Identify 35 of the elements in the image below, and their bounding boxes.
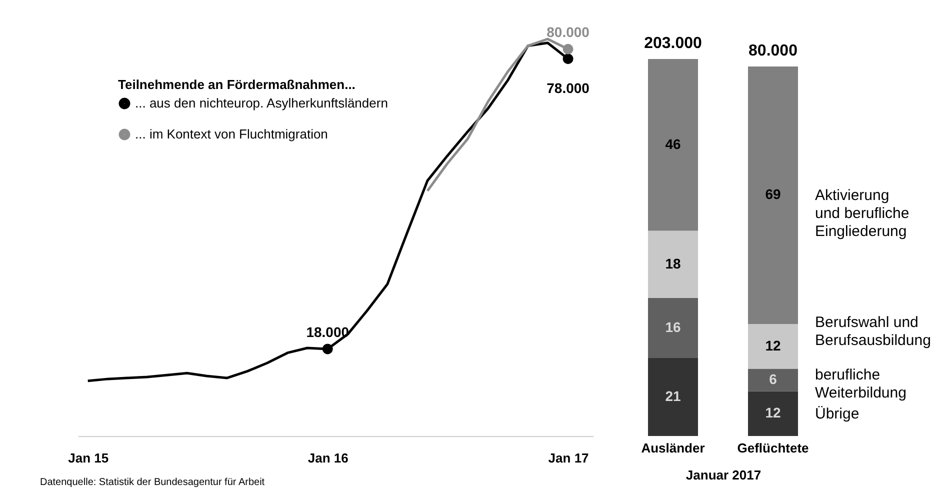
- x-tick-label: Jan 16: [308, 450, 348, 466]
- data-label: 46: [665, 136, 681, 152]
- data-label: 18: [665, 255, 681, 272]
- series-label: berufliche Weiterbildung: [815, 366, 906, 402]
- x-axis-title: Januar 2017: [686, 468, 762, 482]
- x-tick-label: Geflüchtete: [737, 440, 809, 456]
- legend-title: Teilnehmende an Fördermaßnahmen...: [118, 77, 356, 92]
- bar: [748, 391, 798, 436]
- bar: [648, 230, 698, 298]
- bar: [648, 298, 698, 358]
- x-tick-label: Jan 17: [548, 450, 589, 466]
- annotation: 80.000: [748, 42, 798, 60]
- bar: [648, 358, 698, 436]
- x-tick-label: Ausländer: [641, 440, 705, 456]
- data-label: 78.000: [546, 80, 590, 96]
- data-label: 18.000: [306, 324, 350, 340]
- bar: [748, 324, 798, 369]
- data-label: 12: [765, 337, 781, 354]
- legend-label: ... im Kontext von Fluchtmigration: [135, 126, 328, 142]
- legend-label: ... aus den nichteurop. Asylherkunftsländern: [135, 96, 388, 110]
- data-label: 16: [665, 318, 681, 335]
- annotation: 203.000: [644, 35, 702, 52]
- x-tick-label: Jan 15: [68, 450, 109, 466]
- data-label: 80.000: [546, 24, 590, 40]
- data-label: 21: [665, 388, 681, 404]
- text: Datenquelle: Statistik der Bundesagentur für Arbeit: [40, 477, 265, 488]
- data-label: 69: [765, 186, 781, 202]
- bar: [648, 59, 698, 231]
- series-label: Berufswahl und Berufsausbildung: [815, 314, 931, 350]
- data-label: 12: [765, 404, 781, 421]
- series-label: Übrige: [815, 406, 860, 423]
- bar: [748, 368, 798, 392]
- bar: [748, 66, 798, 324]
- data-label: 6: [769, 371, 778, 388]
- series-label: Aktivierung und berufliche Eingliederung: [815, 187, 910, 240]
